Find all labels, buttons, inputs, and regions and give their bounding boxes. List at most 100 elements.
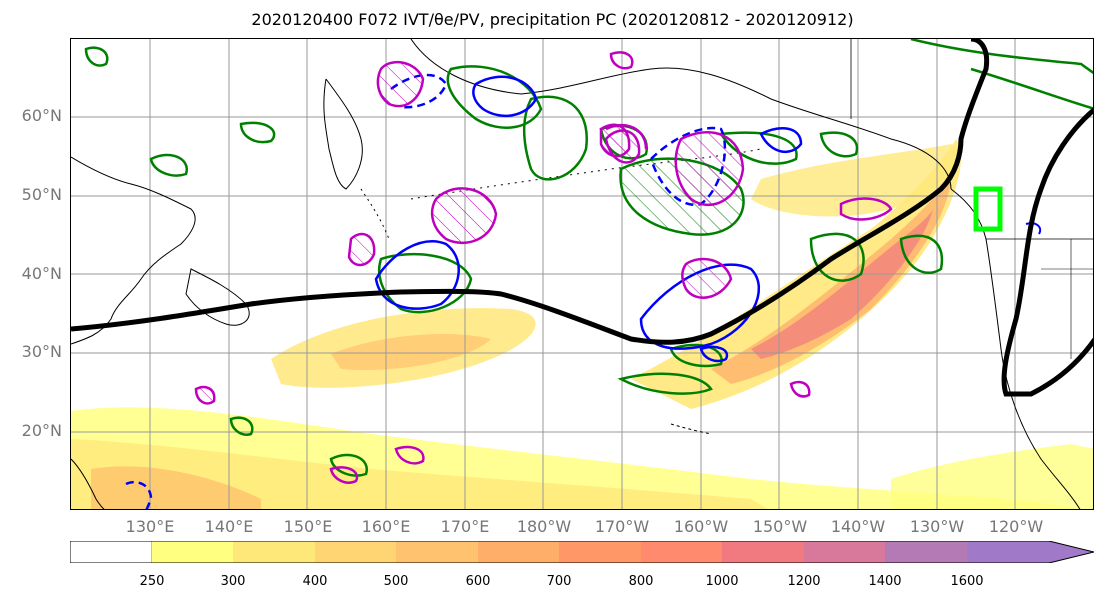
- colorbar-segment: [559, 541, 641, 563]
- pv-hatched-contour: [681, 257, 733, 299]
- pv-contours: [125, 73, 1042, 509]
- pv-hatched-contour: [609, 51, 634, 70]
- precip-band-subtropical-core: [331, 334, 491, 370]
- pv-contour-dashed: [125, 480, 153, 509]
- pv-hatched-contour: [376, 60, 425, 108]
- graticule: [71, 39, 1093, 509]
- theta-e-contour: [523, 95, 588, 181]
- jet-stream-main: [71, 39, 990, 345]
- colorbar-segment: [152, 541, 233, 563]
- lon-label-140w: 140°W: [830, 517, 886, 536]
- colorbar-segment: [70, 541, 153, 563]
- precip-band-east: [891, 444, 1093, 509]
- pv-hatched-contour: [394, 445, 425, 465]
- colorbar-outline: [70, 541, 1094, 563]
- target-region-box: [973, 186, 1003, 232]
- colorbar-segment: [478, 541, 559, 563]
- lon-label-140e: 140°E: [204, 517, 254, 536]
- coastline-hawaii: [670, 423, 712, 435]
- colorbar-tick-700: 700: [546, 574, 572, 589]
- theta-e-contour: [819, 131, 859, 158]
- lat-label-40n: 40°N: [21, 264, 62, 283]
- colorbar-tick-1000: 1000: [705, 574, 739, 589]
- colorbar-tick-300: 300: [220, 574, 246, 589]
- lon-label-150e: 150°E: [283, 517, 333, 536]
- lon-label-130w: 130°W: [909, 517, 965, 536]
- theta-e-contour: [229, 416, 254, 436]
- colorbar-tick-600: 600: [465, 574, 491, 589]
- theta-e-contour: [149, 153, 188, 177]
- pv-hatched-contour: [430, 187, 498, 245]
- colorbar-tick-500: 500: [383, 574, 409, 589]
- theta-e-contours: [84, 39, 1093, 477]
- precip-band-ar-mid: [711, 174, 951, 384]
- pv-hatched-contour: [329, 466, 359, 484]
- pv-contour-dashed: [649, 126, 727, 207]
- theta-e-contour: [377, 253, 473, 314]
- colorbar-tick-400: 400: [302, 574, 328, 589]
- colorbar-segment: [885, 541, 967, 563]
- colorbar-tick-1400: 1400: [868, 574, 902, 589]
- pv-hatched-contours: [194, 51, 893, 484]
- precip-band-ar: [631, 139, 961, 409]
- colorbar-segment: [641, 541, 722, 563]
- lon-label-160w: 160°W: [673, 517, 729, 536]
- lat-label-60n: 60°N: [21, 106, 62, 125]
- colorbar-tick-250: 250: [139, 574, 165, 589]
- lat-label-50n: 50°N: [21, 185, 62, 204]
- theta-e-contour: [446, 65, 543, 129]
- theta-e-contour: [718, 131, 798, 165]
- plot-title: 2020120400 F072 IVT/θe/PV, precipitation…: [251, 10, 854, 29]
- theta-e-contour: [910, 39, 1093, 75]
- border-state-1: [1041, 239, 1093, 359]
- precip-band-north: [751, 144, 959, 217]
- lon-label-170w: 170°W: [594, 517, 650, 536]
- pv-hatched-contour: [839, 197, 893, 221]
- map-canvas: [71, 39, 1093, 509]
- pv-hatched-contour: [789, 380, 811, 398]
- pv-hatched-contour: [347, 232, 376, 267]
- precipitation-shading: [71, 139, 1093, 509]
- coastline-alaska: [410, 39, 952, 190]
- jet-stream-lines: [71, 39, 1093, 397]
- lon-label-150w: 150°W: [752, 517, 808, 536]
- lon-label-120w: 120°W: [988, 517, 1044, 536]
- coastline-japan: [185, 268, 250, 326]
- colorbar-segment: [233, 541, 315, 563]
- colorbar-tick-1600: 1600: [950, 574, 984, 589]
- colorbar-segment: [967, 541, 1049, 563]
- pv-contour: [759, 127, 803, 154]
- pv-contour: [374, 240, 460, 310]
- colorbar-segment: [804, 541, 885, 563]
- colorbar-segment: [396, 541, 478, 563]
- lon-label-170e: 170°E: [440, 517, 490, 536]
- jet-stream-east: [1001, 107, 1093, 397]
- colorbar: [70, 541, 1094, 563]
- colorbar-segment: [722, 541, 804, 563]
- pv-hatched-contour: [194, 385, 216, 405]
- theta-e-contour: [239, 121, 276, 144]
- theta-e-contour: [899, 234, 944, 274]
- colorbar-extend-arrow: [1049, 541, 1094, 563]
- lon-label-130e: 130°E: [125, 517, 175, 536]
- pv-contour: [699, 345, 729, 363]
- colorbar-tick-1200: 1200: [787, 574, 821, 589]
- theta-e-contour: [669, 343, 723, 368]
- lat-label-20n: 20°N: [21, 421, 62, 440]
- coastline-philippines: [71, 458, 105, 509]
- colorbar-segment: [315, 541, 396, 563]
- pv-contour: [1025, 222, 1042, 235]
- pv-hatched-contour: [604, 129, 641, 164]
- map-panel: [70, 38, 1094, 510]
- lat-label-30n: 30°N: [21, 342, 62, 361]
- lon-label-180w: 180°W: [516, 517, 572, 536]
- pv-hatched-contour: [605, 123, 648, 150]
- coastline-asia: [71, 156, 196, 345]
- lon-label-160e: 160°E: [361, 517, 411, 536]
- coastline-kamchatka: [323, 78, 363, 190]
- colorbar-tick-800: 800: [628, 574, 654, 589]
- theta-e-contour: [617, 372, 713, 395]
- pv-contour: [472, 75, 538, 117]
- pv-hatched-contour: [674, 131, 745, 207]
- theta-e-contour: [970, 67, 1093, 110]
